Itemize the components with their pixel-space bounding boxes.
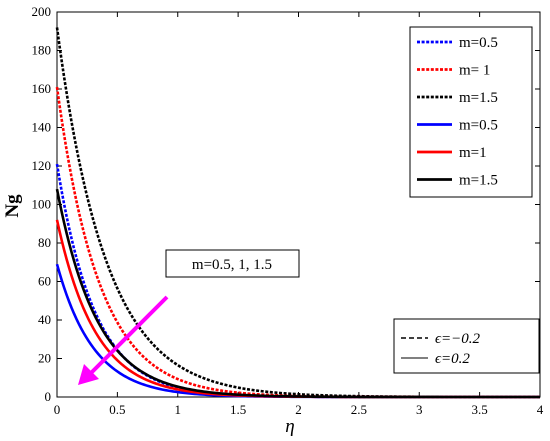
y-tick-label: 200 xyxy=(32,4,52,19)
axis-ticks: 0 0.5 1 1.5 2 2.5 3 3.5 402040608010012014016018… xyxy=(32,4,544,417)
line-style-legend: ϵ=−0.2 ϵ=0.2 xyxy=(393,318,540,374)
annotation-text: m=0.5, 1, 1.5 xyxy=(192,257,272,273)
y-tick-label: 60 xyxy=(38,274,51,289)
x-tick-label: 0.5 xyxy=(109,402,125,417)
y-tick-label: 100 xyxy=(32,197,52,212)
annotation: m=0.5, 1, 1.5 xyxy=(78,249,300,385)
x-tick-label: 3 xyxy=(416,402,423,417)
y-tick-label: 80 xyxy=(38,235,51,250)
x-tick-label: 3.5 xyxy=(472,402,488,417)
y-tick-label: 180 xyxy=(32,43,52,58)
y-tick-label: 20 xyxy=(38,351,51,366)
line-style-legend-box xyxy=(393,318,540,374)
x-tick-label: 2 xyxy=(295,402,302,417)
y-axis-label: Ng xyxy=(2,194,23,218)
legend: m=0.5 m= 1 m=1.5 m=0.5 m=1 m=1.5 xyxy=(409,26,533,198)
legend-label-4: m=1 xyxy=(459,145,487,161)
legend-label-2: m=1.5 xyxy=(459,90,498,106)
x-tick-label: 4 xyxy=(537,402,544,417)
annotation-arrow-shaft xyxy=(88,295,169,376)
annotation-arrowhead xyxy=(78,364,99,385)
y-tick-label: 0 xyxy=(45,389,52,404)
y-tick-label: 140 xyxy=(32,120,52,135)
y-tick-label: 120 xyxy=(32,158,52,173)
x-tick-label: 1.5 xyxy=(230,402,246,417)
legend-label-0: m=0.5 xyxy=(459,35,498,51)
line-style-label-solid: ϵ=0.2 xyxy=(435,351,470,367)
legend-label-5: m=1.5 xyxy=(459,173,498,189)
annotation-box xyxy=(165,249,300,278)
legend-label-1: m= 1 xyxy=(459,63,490,79)
legend-label-3: m=0.5 xyxy=(459,118,498,134)
y-tick-label: 160 xyxy=(32,81,52,96)
x-axis-label: η xyxy=(285,416,294,437)
legend-box xyxy=(409,26,533,198)
x-tick-label: 2.5 xyxy=(351,402,367,417)
line-style-label-dashed: ϵ=−0.2 xyxy=(435,331,481,347)
x-tick-label: 0 xyxy=(54,402,61,417)
x-tick-label: 1 xyxy=(175,402,182,417)
series-line-5 xyxy=(55,188,540,399)
y-tick-label: 40 xyxy=(38,312,51,327)
